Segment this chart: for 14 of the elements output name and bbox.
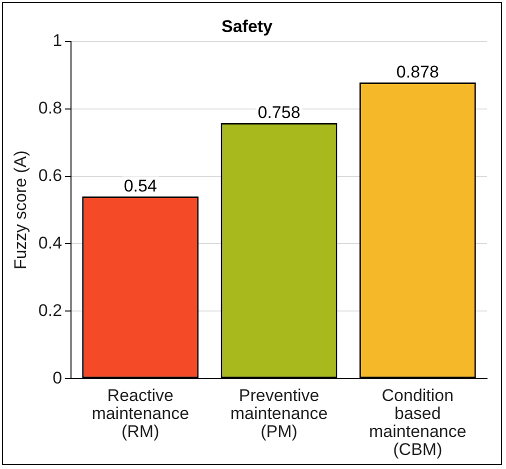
x-tick-label: Condition based maintenance (CBM) xyxy=(369,386,466,459)
data-label: 0.758 xyxy=(258,103,300,122)
data-label: 0.878 xyxy=(396,62,439,82)
y-tick-label: 0.4 xyxy=(38,233,62,252)
x-tick-label: Reactive maintenance (RM) xyxy=(92,386,190,441)
y-tick-label: 1 xyxy=(52,31,62,50)
chart-title: Safety xyxy=(221,16,274,36)
y-tick-label: 0.2 xyxy=(38,300,62,320)
x-tick-label: Preventive maintenance (PM) xyxy=(230,386,328,441)
y-tick-label: 0 xyxy=(52,368,62,388)
data-label: 0.54 xyxy=(124,176,157,196)
y-tick-label: 0.8 xyxy=(38,98,62,118)
y-axis-title: Fuzzy score (A) xyxy=(10,150,30,270)
y-tick-label: 0.6 xyxy=(38,166,62,185)
